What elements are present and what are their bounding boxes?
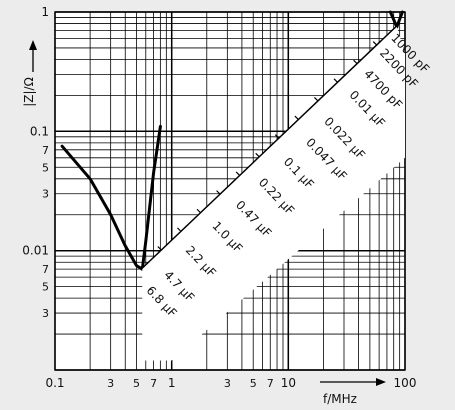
x-tick-label: 0.1: [45, 376, 64, 390]
x-tick-label: 5: [133, 377, 140, 390]
x-tick-label: 10: [281, 376, 296, 390]
y-tick-label: 3: [42, 188, 49, 201]
series-line-2: [388, 10, 404, 29]
y-axis-arrow-head: [29, 40, 37, 50]
y-tick-label: 1: [41, 5, 49, 19]
label-band: [142, 26, 405, 361]
y-axis-label: |Z|/Ω: [22, 77, 36, 107]
plot-border: [54, 11, 406, 371]
x-axis-arrow-head: [376, 378, 386, 386]
x-tick-label: 3: [224, 377, 231, 390]
x-tick-label: 5: [250, 377, 257, 390]
x-tick-label: 100: [394, 376, 417, 390]
x-tick-label: 3: [107, 377, 114, 390]
y-tick-label: 7: [42, 263, 49, 276]
y-tick-label: 5: [42, 281, 49, 294]
x-axis-label: f/MHz: [323, 392, 357, 406]
x-tick-label: 1: [168, 376, 176, 390]
y-tick-label: 0.1: [30, 124, 49, 138]
series-line-0: [60, 124, 162, 271]
y-tick-label: 3: [42, 307, 49, 320]
x-tick-label: 7: [150, 377, 157, 390]
y-tick-label: 7: [42, 144, 49, 157]
y-tick-label: 0.01: [22, 244, 49, 258]
x-tick-label: 7: [267, 377, 274, 390]
y-tick-label: 5: [42, 161, 49, 174]
